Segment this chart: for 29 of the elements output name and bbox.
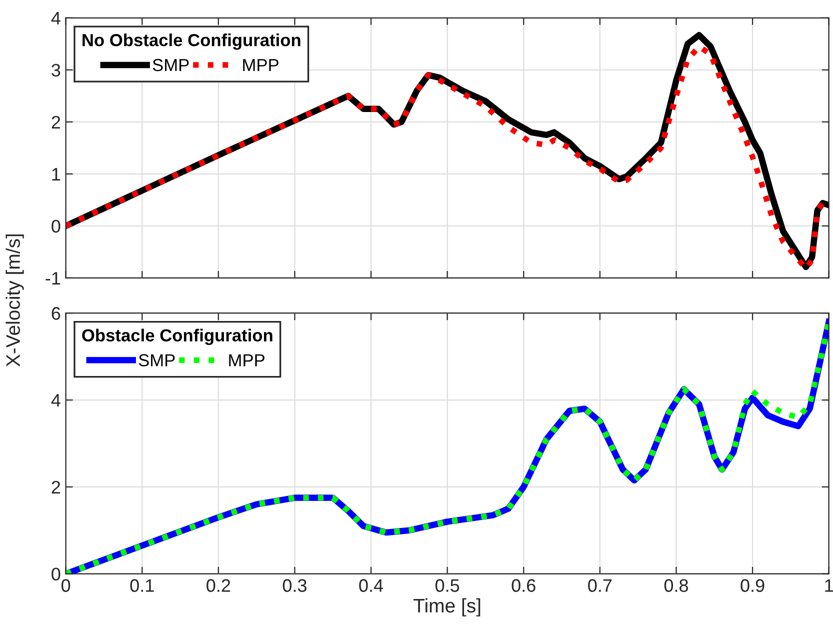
y-tick-label: 2 [52,480,60,494]
legend-label: SMP [152,58,189,72]
y-tick-label: 6 [52,307,60,320]
legend-label: MPP [243,59,278,72]
x-tick-label: 0.5 [435,579,460,592]
y-tick-label: 4 [51,394,60,407]
legend-title: Obstacle Configuration [82,328,272,345]
y-tick-label: 2 [52,116,60,128]
legend-label: SMP [138,354,175,366]
y-tick-label: 3 [52,64,60,77]
x-tick-label: 0.7 [588,579,612,592]
legend-title: No Obstacle Configuration [82,34,300,50]
y-tick-label: 0 [52,568,60,581]
x-tick-label: 1 [825,579,833,592]
y-tick-label: 0 [52,220,60,233]
x-tick-label: 0.9 [740,579,764,592]
y-tick-label: 1 [52,168,60,180]
x-axis-title: Time [s] [414,598,480,616]
x-tick-label: 0.6 [512,579,536,592]
x-tick-label: 0.3 [282,579,306,592]
y-tick-label: 4 [51,12,60,24]
y-tick-label: -1 [46,272,60,285]
legend-label: MPP [229,354,264,366]
y-axis-title: X-Velocity [m/s] [6,234,24,367]
x-tick-label: 0.2 [206,579,230,592]
x-tick-label: 0.8 [664,579,688,592]
x-tick-label: 0 [61,579,70,592]
x-tick-label: 0.4 [359,579,384,592]
x-tick-label: 0.1 [130,579,154,592]
